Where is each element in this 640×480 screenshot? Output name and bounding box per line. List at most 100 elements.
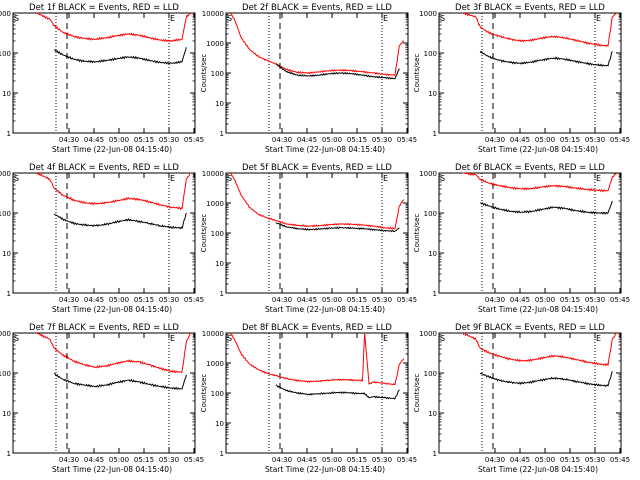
x-tick-label: 05:30 — [372, 136, 392, 144]
y-tick-label: 10 — [428, 90, 437, 98]
x-tick-label: 05:15 — [560, 136, 580, 144]
x-tick-label: 05:45 — [184, 136, 204, 144]
y-axis-label: Counts/sec — [200, 374, 208, 413]
y-tick-label: 10 — [2, 410, 11, 418]
x-tick-label: 05:00 — [322, 296, 342, 304]
x-tick-label: 04:45 — [297, 296, 317, 304]
panel-title: Det 6f BLACK = Events, RED = LLD — [455, 163, 605, 173]
y-tick-label: 1 — [433, 290, 437, 298]
x-tick-label: 04:45 — [297, 456, 317, 464]
series-line-black — [275, 384, 400, 400]
series-line-red — [462, 172, 618, 193]
y-tick-label: 1 — [433, 450, 437, 458]
y-tick-label: 100 — [424, 370, 437, 378]
x-tick-label: 04:30 — [59, 456, 79, 464]
series-line-black — [479, 50, 613, 67]
start-marker: S — [14, 174, 19, 183]
end-marker: E — [596, 14, 601, 23]
x-tick-label: 04:30 — [485, 456, 505, 464]
x-tick-label: 05:45 — [184, 456, 204, 464]
y-tick-label: 10 — [215, 420, 224, 428]
y-tick-label: 100 — [424, 210, 437, 218]
x-tick-label: 05:00 — [322, 136, 342, 144]
x-tick-label: 05:15 — [347, 296, 367, 304]
end-marker: E — [596, 334, 601, 343]
x-tick-label: 05:45 — [397, 296, 417, 304]
x-tick-label: 04:30 — [272, 136, 292, 144]
x-tick-label: 05:30 — [585, 296, 605, 304]
start-marker: S — [14, 334, 19, 343]
panel-title: Det 5f BLACK = Events, RED = LLD — [242, 163, 392, 173]
detector-panel: Det 4f BLACK = Events, RED = LLD 1 10 100 10… — [0, 163, 204, 314]
end-marker: E — [170, 174, 175, 183]
x-tick-label: 04:45 — [510, 456, 530, 464]
x-tick-label: 05:00 — [322, 456, 342, 464]
x-tick-label: 04:45 — [510, 136, 530, 144]
x-tick-label: 05:30 — [585, 456, 605, 464]
series-line-red — [229, 12, 405, 77]
x-axis-label: Start Time (22-Jun-08 04:15:40) — [265, 465, 385, 474]
panel-title: Det 1f BLACK = Events, RED = LLD — [29, 3, 179, 13]
series-line-red — [462, 332, 618, 367]
detector-panel: Det 5f BLACK = Events, RED = LLD 1 10 100 10… — [200, 163, 417, 314]
x-tick-label: 05:15 — [560, 296, 580, 304]
y-tick-label: 10000 — [202, 330, 224, 338]
y-tick-label: 10 — [428, 250, 437, 258]
x-tick-label: 04:45 — [84, 456, 104, 464]
detector-panel: Det 2f BLACK = Events, RED = LLD 1 10 100 10… — [200, 3, 417, 154]
series-line-red — [36, 171, 191, 211]
y-tick-label: 100 — [0, 370, 11, 378]
series-line-black — [275, 63, 400, 80]
plot-frame — [438, 332, 622, 454]
x-axis-label: Start Time (22-Jun-08 04:15:40) — [265, 305, 385, 314]
plot-frame — [12, 12, 196, 134]
y-tick-label: 10 — [2, 90, 11, 98]
x-tick-label: 05:00 — [109, 456, 129, 464]
y-tick-label: 100 — [0, 50, 11, 58]
y-axis-label: Counts/sec — [200, 54, 208, 93]
x-tick-label: 04:30 — [485, 136, 505, 144]
y-tick-label: 1000 — [0, 330, 11, 338]
y-tick-label: 1000 — [206, 40, 224, 48]
x-tick-label: 05:15 — [347, 456, 367, 464]
series-line-black — [54, 47, 187, 66]
plot-frame — [438, 12, 622, 134]
start-marker: S — [14, 14, 19, 23]
y-tick-label: 1 — [7, 290, 11, 298]
x-tick-label: 04:30 — [59, 136, 79, 144]
x-tick-label: 05:30 — [585, 136, 605, 144]
start-marker: S — [440, 334, 445, 343]
plot-frame — [12, 172, 196, 294]
detector-panel: Det 3f BLACK = Events, RED = LLD 1 10 100 10… — [413, 3, 630, 154]
x-axis-label: Start Time (22-Jun-08 04:15:40) — [478, 145, 598, 154]
y-tick-label: 1000 — [419, 10, 437, 18]
x-tick-label: 05:30 — [159, 136, 179, 144]
x-axis-label: Start Time (22-Jun-08 04:15:40) — [52, 305, 172, 314]
x-tick-label: 05:00 — [109, 296, 129, 304]
x-tick-label: 04:45 — [510, 296, 530, 304]
y-tick-label: 1 — [7, 130, 11, 138]
panel-title: Det 7f BLACK = Events, RED = LLD — [29, 323, 179, 333]
panel-title: Det 3f BLACK = Events, RED = LLD — [455, 3, 605, 13]
x-tick-label: 04:30 — [272, 456, 292, 464]
y-tick-label: 1 — [433, 130, 437, 138]
x-tick-label: 05:00 — [535, 136, 555, 144]
end-marker: E — [383, 334, 388, 343]
detector-panel: Det 6f BLACK = Events, RED = LLD 1 10 100 10… — [413, 163, 630, 314]
series-line-black — [479, 371, 613, 388]
y-tick-label: 10000 — [202, 170, 224, 178]
y-tick-label: 100 — [0, 210, 11, 218]
y-tick-label: 1 — [220, 290, 224, 298]
y-axis-label: Counts/sec — [200, 214, 208, 253]
start-marker: S — [440, 14, 445, 23]
y-tick-label: 1000 — [0, 10, 11, 18]
y-tick-label: 10000 — [202, 10, 224, 18]
series-line-red — [229, 172, 405, 230]
start-marker: S — [227, 174, 232, 183]
start-marker: S — [227, 334, 232, 343]
y-axis-label: Counts/sec — [413, 214, 421, 253]
x-tick-label: 05:00 — [535, 456, 555, 464]
x-axis-label: Start Time (22-Jun-08 04:15:40) — [478, 305, 598, 314]
x-tick-label: 05:45 — [397, 456, 417, 464]
series-line-black — [275, 222, 400, 233]
